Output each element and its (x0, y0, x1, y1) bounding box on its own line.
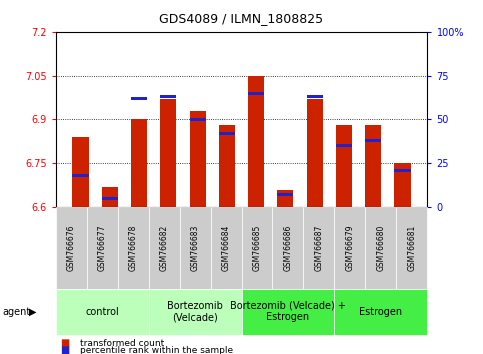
Bar (307, 99, 323, 207)
Bar (248, 92, 264, 95)
Bar (307, 95, 323, 98)
Bar (336, 144, 352, 147)
Bar (336, 125, 352, 207)
Text: GSM766684: GSM766684 (222, 224, 230, 271)
Bar (131, 97, 147, 100)
Text: GSM766682: GSM766682 (159, 225, 169, 271)
Bar (395, 163, 411, 207)
Text: control: control (85, 307, 119, 316)
Bar (248, 76, 264, 207)
Text: GSM766685: GSM766685 (253, 224, 261, 271)
Text: GSM766676: GSM766676 (67, 224, 75, 271)
Bar (72, 137, 88, 207)
Bar (72, 174, 88, 177)
Text: transformed count: transformed count (80, 339, 164, 348)
Bar (219, 125, 235, 207)
Text: GSM766678: GSM766678 (128, 224, 138, 271)
Bar (102, 187, 118, 207)
Bar (102, 197, 118, 200)
Bar (277, 189, 294, 207)
Bar (131, 119, 147, 207)
Text: Estrogen: Estrogen (359, 307, 402, 316)
Text: GSM766681: GSM766681 (408, 225, 416, 271)
Text: ■: ■ (60, 338, 70, 348)
Text: GSM766680: GSM766680 (376, 224, 385, 271)
Text: GSM766687: GSM766687 (314, 224, 324, 271)
Bar (189, 118, 206, 121)
Bar (189, 111, 206, 207)
Text: Bortezomib (Velcade) +
Estrogen: Bortezomib (Velcade) + Estrogen (230, 301, 346, 322)
Text: percentile rank within the sample: percentile rank within the sample (80, 346, 233, 354)
Text: Bortezomib
(Velcade): Bortezomib (Velcade) (167, 301, 223, 322)
Text: GDS4089 / ILMN_1808825: GDS4089 / ILMN_1808825 (159, 12, 324, 25)
Text: ▶: ▶ (29, 307, 37, 316)
Bar (365, 139, 381, 142)
Text: GSM766683: GSM766683 (190, 224, 199, 271)
Bar (160, 99, 176, 207)
Text: GSM766677: GSM766677 (98, 224, 107, 271)
Text: ■: ■ (60, 346, 70, 354)
Text: agent: agent (2, 307, 30, 316)
Bar (365, 125, 381, 207)
Bar (219, 132, 235, 135)
Bar (277, 193, 294, 196)
Bar (160, 95, 176, 98)
Text: GSM766686: GSM766686 (284, 224, 293, 271)
Text: GSM766679: GSM766679 (345, 224, 355, 271)
Bar (395, 169, 411, 172)
